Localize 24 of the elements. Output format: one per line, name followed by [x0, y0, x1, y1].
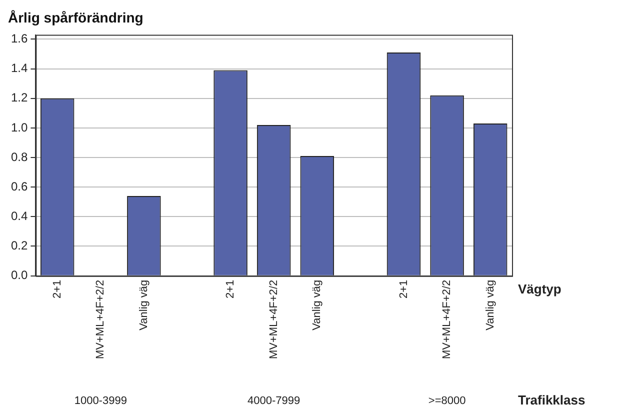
y-tick-label: 0.6 — [10, 179, 28, 194]
text: 1000-3999 — [74, 395, 127, 408]
x-tick-label: MV+ML+4F+2/2 — [94, 280, 107, 360]
text: >=8000 — [428, 395, 466, 408]
y-tick-label: 0.4 — [10, 208, 28, 223]
y-tick-label: 0.8 — [10, 150, 28, 164]
y-tick-label: 1.4 — [10, 61, 28, 76]
y-tick-label: 0.2 — [10, 238, 28, 253]
x-tick-label: Vanlig väg — [311, 280, 324, 330]
y-tick-label: 0.0 — [10, 268, 28, 282]
x-tick-label: 2+1 — [51, 280, 64, 298]
x-tick-label: MV+ML+4F+2/2 — [441, 280, 454, 360]
x-tick-label: Vanlig väg — [138, 280, 150, 330]
x-axis-title: Vägtyp — [518, 281, 562, 296]
y-tick-label: 1.2 — [10, 90, 28, 105]
chart-title: Årlig spårförändring — [8, 9, 144, 26]
y-tick-label: 1.6 — [10, 32, 28, 46]
y-tick-label: 1.0 — [10, 120, 28, 134]
text: 4000-7999 — [248, 395, 300, 408]
x-tick-label: 2+1 — [398, 280, 410, 298]
x-tick-label: 2+1 — [224, 280, 237, 298]
x-tick-label: Vanlig väg — [484, 280, 496, 330]
text: Trafikklass — [518, 392, 586, 408]
x-tick-label: MV+ML+4F+2/2 — [268, 280, 280, 360]
